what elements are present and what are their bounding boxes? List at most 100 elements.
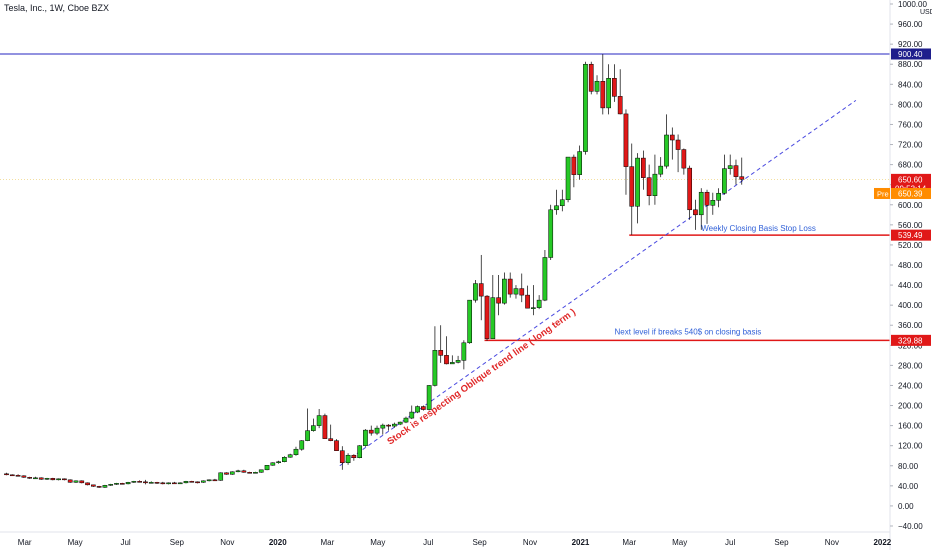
y-tick-label: 0.00 <box>898 502 914 511</box>
candle-body-up <box>449 362 455 365</box>
candle <box>467 299 473 344</box>
candle-body-down <box>241 470 247 473</box>
candle-body-down <box>612 78 617 97</box>
candle-body-up <box>218 472 224 481</box>
x-tick-label: Jul <box>120 538 130 547</box>
candle-body-up <box>363 429 368 446</box>
candle <box>600 54 606 115</box>
candle <box>276 460 281 464</box>
candle <box>351 454 357 461</box>
candle-body-down <box>646 177 652 196</box>
y-tick-label: 760.00 <box>898 120 923 129</box>
candle <box>299 440 305 451</box>
next-level-price-tag-bg <box>891 334 931 346</box>
candle-body-down <box>154 482 160 484</box>
stop-loss-price-tag-bg <box>891 229 931 241</box>
candle <box>496 275 501 316</box>
candle <box>131 480 137 483</box>
next-level-price-tag[interactable]: 329.88 <box>891 334 931 346</box>
candle-body-up <box>710 200 716 206</box>
candle <box>409 405 415 420</box>
candle-body-down <box>571 156 577 175</box>
x-tick-label: 2020 <box>269 538 287 547</box>
candle-body-down <box>189 481 195 483</box>
candle <box>73 480 79 483</box>
candle <box>588 61 594 95</box>
y-axis[interactable]: 1000.00 960.00 920.00 880.00 840.00 800.00 760… <box>889 0 932 550</box>
y-tick-label: 880.00 <box>898 60 923 69</box>
candle <box>218 472 224 481</box>
candle <box>664 114 669 169</box>
candle <box>334 439 339 451</box>
premarket-price-tag[interactable]: Pre 650.39 <box>874 187 931 199</box>
candle-body-up <box>276 461 281 464</box>
resistance-price-tag[interactable]: 900.40 <box>891 48 931 60</box>
candle-body-up <box>253 472 258 474</box>
candle-body-up <box>658 165 664 175</box>
candle <box>519 273 525 303</box>
candle-body-down <box>733 165 739 177</box>
x-tick-label: 2022 <box>873 538 891 547</box>
next-level-note: Next level if breaks 540$ on closing bas… <box>615 327 762 336</box>
y-tick-label: 80.00 <box>898 462 919 471</box>
oblique-trendline[interactable] <box>339 99 857 467</box>
candle <box>264 465 270 471</box>
candle <box>108 483 114 486</box>
y-tick-label: 160.00 <box>898 422 923 431</box>
candle <box>293 446 299 456</box>
candle-body-up <box>664 134 669 167</box>
y-tick-label: 120.00 <box>898 442 923 451</box>
candle-body-down <box>212 479 218 482</box>
candle <box>345 453 351 465</box>
candle-body-up <box>415 406 420 413</box>
candle-body-down <box>4 473 9 476</box>
candle <box>733 159 739 185</box>
candle <box>392 422 397 428</box>
y-tick-label: 480.00 <box>898 261 923 270</box>
candle <box>571 154 577 188</box>
candle <box>27 476 33 479</box>
candle <box>195 481 200 484</box>
candle-body-down <box>27 477 33 479</box>
candle-body-down <box>368 429 374 434</box>
candle-body-up <box>229 471 235 475</box>
candle-body-up <box>73 480 79 483</box>
candle-body-up <box>235 470 241 473</box>
candle <box>403 416 409 424</box>
y-tick-label: 200.00 <box>898 402 923 411</box>
candle-body-up <box>606 78 611 109</box>
candle <box>44 477 50 480</box>
candle-body-up <box>374 427 380 434</box>
candle <box>583 61 588 155</box>
candle-layer <box>4 54 745 488</box>
candle-body-down <box>160 482 166 485</box>
candle-body-up <box>270 462 276 466</box>
x-tick-label: Nov <box>825 538 839 547</box>
candle-body-up <box>287 454 293 458</box>
candle <box>189 480 195 483</box>
x-axis[interactable]: Mar May Jul Sep Nov 2020 Mar May Jul Sep Nov 2021 Ma… <box>0 531 892 547</box>
candle-body-up <box>293 448 299 455</box>
candle <box>143 479 148 485</box>
candle-body-down <box>351 454 357 458</box>
candle <box>722 154 727 195</box>
candle-body-up <box>542 257 548 301</box>
candle <box>154 481 160 484</box>
candle-body-up <box>258 469 264 473</box>
candle-body-down <box>438 350 444 356</box>
candle <box>62 478 67 481</box>
candle <box>478 254 484 321</box>
y-tick-label: 560.00 <box>898 221 923 230</box>
candle <box>502 272 507 305</box>
candle <box>328 424 334 442</box>
premarket-price-bg <box>891 187 931 199</box>
candle-body-up <box>490 297 496 340</box>
level-layer <box>484 234 890 342</box>
candle <box>693 199 698 230</box>
candle <box>397 421 403 426</box>
candle <box>148 481 154 484</box>
resistance-layer <box>0 53 890 180</box>
candle <box>9 474 15 477</box>
stop-loss-price-tag[interactable]: 539.49 <box>891 229 931 241</box>
candle-body-down <box>640 157 646 178</box>
